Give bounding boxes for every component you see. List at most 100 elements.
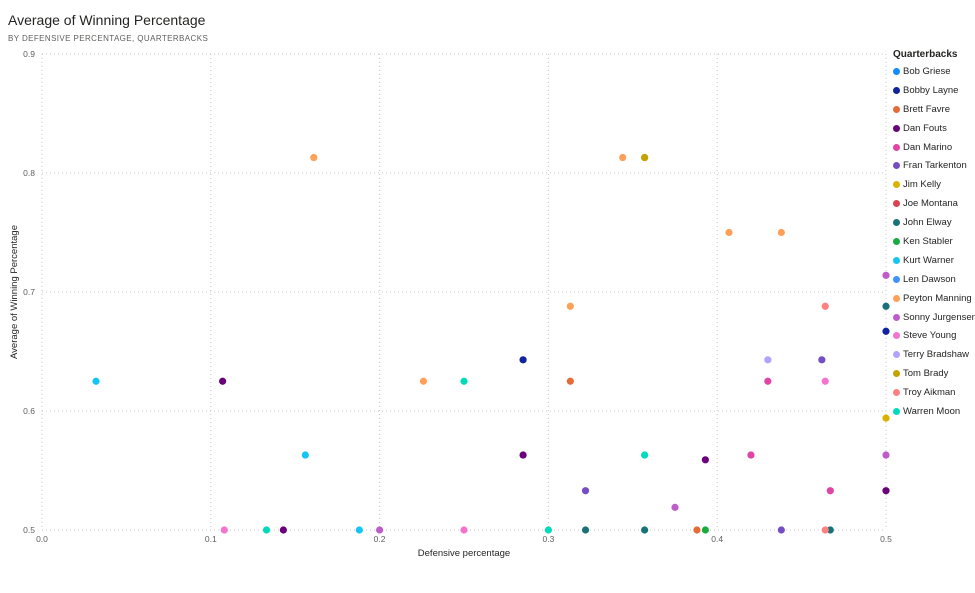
x-tick-label: 0.5 (880, 534, 892, 544)
data-point[interactable] (92, 377, 100, 385)
legend-item[interactable]: Bobby Layne (893, 81, 975, 100)
y-axis-title: Average of Winning Percentage (9, 225, 20, 359)
data-point[interactable] (641, 526, 649, 534)
data-point[interactable] (581, 487, 590, 495)
data-point[interactable] (566, 302, 574, 310)
legend-label: Steve Young (903, 330, 957, 342)
legend-marker-icon (893, 86, 900, 94)
legend-label: Terry Bradshaw (903, 349, 969, 361)
legend-marker-icon (893, 143, 900, 151)
data-point[interactable] (821, 526, 829, 534)
data-point[interactable] (310, 153, 318, 162)
legend-title: Quarterbacks (893, 49, 958, 60)
data-point[interactable] (882, 487, 890, 495)
legend-marker-icon (893, 313, 900, 321)
data-point[interactable] (671, 503, 679, 511)
data-point[interactable] (701, 526, 709, 534)
data-point[interactable] (262, 526, 271, 534)
legend-label: Kurt Warner (903, 254, 954, 266)
tick-labels: 0.0 0.1 0.2 0.3 0.4 0.5 0.5 0.6 0.7 0.8 0.9 (23, 49, 892, 544)
legend-marker-icon (893, 332, 900, 340)
legend-item[interactable]: Peyton Manning (893, 289, 975, 308)
legend-item[interactable]: Terry Bradshaw (893, 345, 975, 364)
data-point[interactable] (301, 451, 309, 459)
legend-item[interactable]: Len Dawson (893, 270, 975, 289)
data-point[interactable] (355, 526, 363, 534)
data-point[interactable] (419, 377, 428, 385)
legend-item[interactable]: Joe Montana (893, 194, 975, 213)
legend-item[interactable]: Brett Favre (893, 100, 975, 119)
legend-label: Fran Tarkenton (903, 160, 967, 172)
legend-marker-icon (893, 67, 900, 75)
data-point[interactable] (519, 356, 527, 364)
legend-label: Bobby Layne (903, 84, 959, 96)
legend-label: Brett Favre (903, 103, 950, 115)
data-point[interactable] (581, 526, 590, 534)
x-tick-label: 0.3 (542, 534, 554, 544)
legend-item[interactable]: Steve Young (893, 326, 975, 345)
legend-marker-icon (893, 105, 900, 113)
data-point[interactable] (460, 526, 468, 534)
legend-item[interactable]: Sonny Jurgensen (893, 308, 975, 327)
data-point[interactable] (826, 487, 834, 495)
x-tick-label: 0.2 (374, 534, 386, 544)
y-tick-label: 0.6 (23, 406, 35, 416)
data-point[interactable] (818, 356, 826, 364)
legend-item[interactable]: Warren Moon (893, 402, 975, 421)
data-point[interactable] (219, 377, 227, 385)
data-point[interactable] (519, 451, 527, 459)
data-point[interactable] (777, 526, 785, 534)
data-point[interactable] (777, 228, 785, 237)
legend-label: Tom Brady (903, 368, 949, 380)
legend-marker-icon (893, 370, 900, 378)
data-point[interactable] (566, 377, 574, 385)
legend-label: Jim Kelly (903, 179, 942, 191)
data-point[interactable] (460, 377, 468, 385)
legend-label: Ken Stabler (903, 235, 953, 247)
data-point[interactable] (641, 451, 649, 459)
gridlines (41, 53, 887, 531)
data-point[interactable] (821, 377, 829, 385)
data-point[interactable] (279, 526, 287, 534)
legend-item[interactable]: Jim Kelly (893, 175, 975, 194)
data-point[interactable] (725, 228, 733, 237)
legend-item[interactable]: Bob Griese (893, 62, 975, 81)
legend-label: Len Dawson (903, 273, 956, 285)
legend-label: Troy Aikman (903, 387, 956, 399)
legend-item[interactable]: Dan Fouts (893, 119, 975, 138)
legend-item[interactable]: Troy Aikman (893, 383, 975, 402)
data-point[interactable] (882, 302, 890, 310)
data-point[interactable] (882, 451, 890, 459)
data-point[interactable] (882, 271, 890, 279)
data-point[interactable] (882, 414, 890, 422)
legend-label: Joe Montana (903, 198, 958, 210)
legend-item[interactable]: Ken Stabler (893, 232, 975, 251)
data-point[interactable] (764, 377, 772, 385)
legend-item[interactable]: Dan Marino (893, 138, 975, 157)
data-point[interactable] (821, 302, 829, 310)
legend-marker-icon (893, 124, 900, 132)
data-point[interactable] (376, 526, 384, 534)
legend-item[interactable]: John Elway (893, 213, 975, 232)
y-tick-label: 0.9 (23, 49, 35, 59)
legend-item[interactable]: Kurt Warner (893, 251, 975, 270)
data-point[interactable] (641, 153, 649, 162)
legend-label: Dan Fouts (903, 122, 947, 134)
legend-label: John Elway (903, 217, 952, 229)
data-point[interactable] (220, 526, 228, 534)
legend-item[interactable]: Fran Tarkenton (893, 156, 975, 175)
data-point[interactable] (693, 526, 701, 534)
data-point[interactable] (882, 327, 890, 335)
data-point[interactable] (544, 526, 553, 534)
data-point[interactable] (764, 356, 772, 364)
data-point[interactable] (747, 451, 755, 459)
legend-marker-icon (893, 237, 900, 245)
legend-label: Sonny Jurgensen (903, 311, 975, 323)
y-tick-label: 0.5 (23, 525, 35, 535)
legend-marker-icon (893, 275, 900, 283)
data-point[interactable] (619, 153, 627, 162)
data-points[interactable] (92, 153, 890, 534)
data-point[interactable] (826, 526, 834, 534)
legend-item[interactable]: Tom Brady (893, 364, 975, 383)
data-point[interactable] (701, 456, 709, 464)
